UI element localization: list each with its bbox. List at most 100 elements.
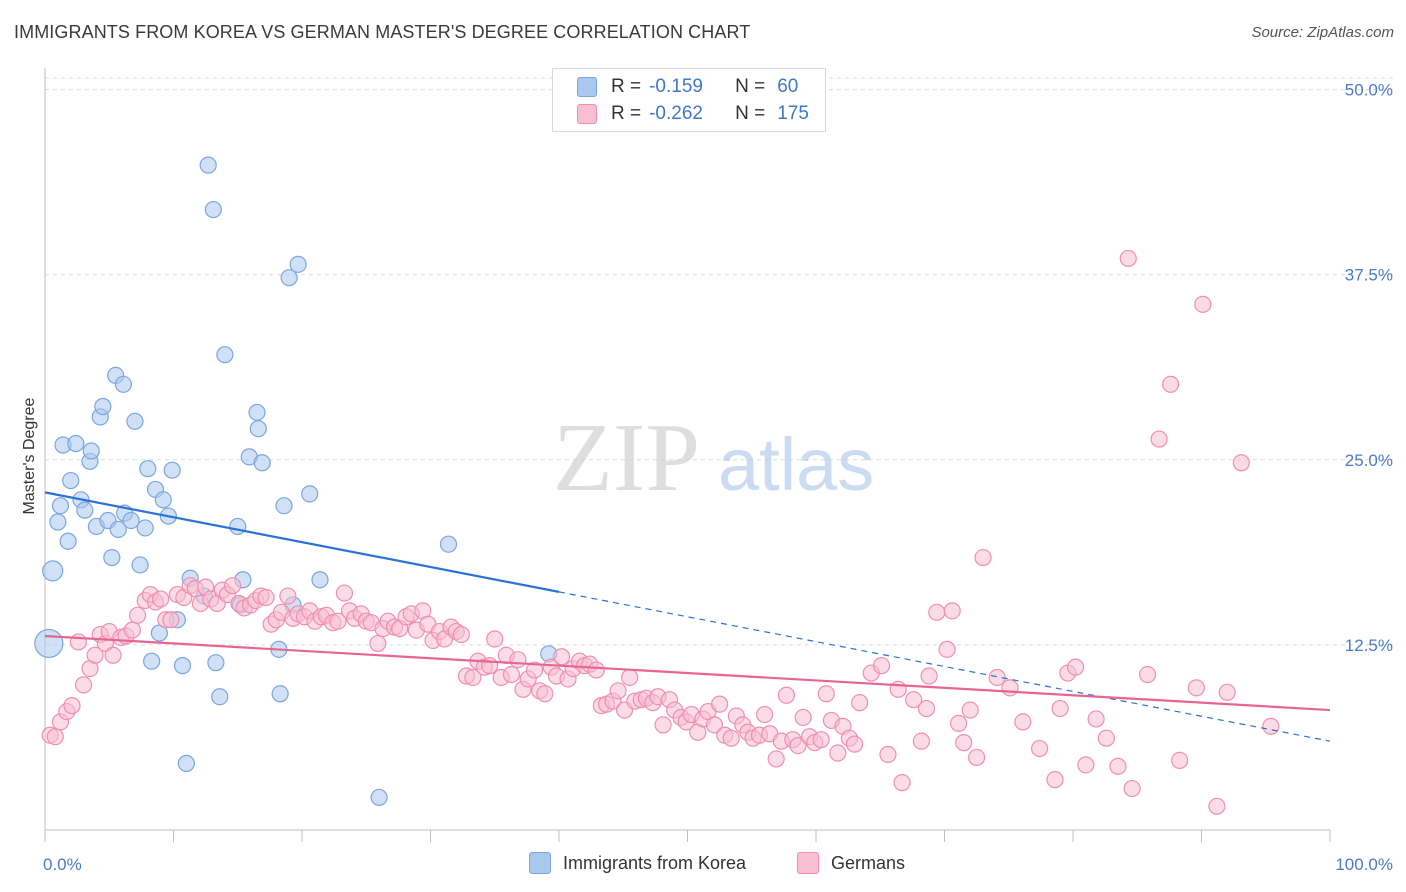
data-point: [59, 532, 77, 550]
data-point: [370, 788, 388, 807]
data-point: [1066, 658, 1085, 676]
korea-legend-swatch: [529, 852, 551, 874]
data-point: [974, 548, 992, 567]
data-point: [1119, 249, 1137, 268]
data-point: [789, 736, 807, 755]
data-point: [301, 485, 319, 503]
data-point: [177, 754, 195, 772]
correlation-legend: R = -0.159 N = 60 R = -0.262 N = 175: [552, 68, 826, 132]
data-point: [335, 584, 354, 602]
data-point: [943, 602, 961, 620]
data-point: [211, 688, 229, 706]
data-point: [812, 731, 830, 749]
data-point: [271, 685, 289, 703]
data-point: [1014, 713, 1032, 731]
data-point: [136, 519, 154, 537]
axes: [44, 68, 1331, 842]
korea-trend-line: [44, 491, 560, 593]
data-point: [955, 734, 973, 752]
data-point: [486, 630, 504, 648]
data-point: [154, 491, 172, 509]
german-legend-label: Germans: [831, 852, 906, 873]
korea-r-value: -0.159: [649, 76, 703, 97]
korea-n-value: 60: [777, 76, 799, 97]
y-axis-label: Master's Degree: [21, 397, 38, 514]
legend-row-german: R = -0.262 N = 175: [553, 101, 809, 127]
x-tick-label-min: 0.0%: [43, 855, 82, 874]
data-point: [69, 633, 88, 651]
data-point: [767, 750, 785, 768]
data-point: [889, 680, 907, 698]
source-label: Source: ZipAtlas.com: [1251, 24, 1394, 41]
data-point: [139, 460, 157, 478]
data-point: [51, 497, 70, 515]
data-point: [1262, 717, 1280, 735]
series-korea-points: [34, 156, 558, 807]
data-point: [67, 434, 85, 453]
data-point: [587, 661, 605, 679]
german-trend-line: [44, 634, 1331, 712]
data-point: [722, 729, 740, 747]
data-point: [199, 156, 217, 174]
series-german-points: [41, 249, 1280, 815]
grid-lines: [45, 77, 1393, 646]
data-point: [329, 612, 347, 630]
data-point: [76, 501, 94, 519]
data-point: [49, 513, 67, 531]
data-point: [829, 744, 847, 762]
data-point: [162, 611, 180, 629]
data-point: [109, 520, 127, 539]
data-point: [1150, 430, 1168, 448]
data-point: [794, 708, 812, 727]
data-point: [711, 695, 729, 713]
data-point: [216, 346, 234, 364]
korea-n-label: N =: [735, 76, 766, 97]
data-point: [279, 587, 297, 605]
data-point: [1001, 679, 1019, 697]
data-point: [912, 732, 930, 750]
korea-r-label: R =: [611, 76, 642, 97]
data-point: [654, 716, 672, 734]
data-point: [275, 497, 293, 515]
korea-trend-extension: [558, 591, 1331, 742]
watermark-atlas: atlas: [718, 423, 874, 506]
data-point: [1123, 779, 1141, 798]
data-point: [1194, 295, 1212, 313]
x-tick-label-max: 100.0%: [1335, 855, 1393, 874]
data-point: [163, 461, 181, 479]
german-r-label: R =: [611, 103, 642, 124]
data-point: [82, 442, 100, 460]
data-point: [988, 668, 1006, 687]
german-n-value: 175: [777, 103, 809, 124]
korea-legend-label: Immigrants from Korea: [563, 852, 747, 873]
chart-title: IMMIGRANTS FROM KOREA VS GERMAN MASTER'S…: [14, 22, 751, 42]
data-point: [249, 420, 267, 438]
data-point: [509, 651, 527, 669]
german-legend-swatch: [797, 852, 819, 874]
data-point: [755, 705, 774, 724]
data-point: [552, 648, 571, 666]
data-point: [851, 694, 869, 712]
data-point: [917, 699, 936, 718]
data-point: [289, 255, 307, 273]
data-point: [439, 535, 458, 553]
data-point: [248, 403, 266, 422]
data-point: [817, 685, 835, 703]
data-point: [621, 668, 639, 687]
data-point: [481, 657, 499, 675]
data-point: [62, 471, 80, 490]
data-point: [131, 556, 149, 574]
data-point: [114, 375, 132, 393]
data-point: [253, 454, 271, 472]
data-point: [123, 621, 141, 639]
data-point: [42, 560, 64, 582]
german-swatch: [577, 104, 597, 124]
german-r-value: -0.262: [649, 103, 703, 124]
legend-item-korea[interactable]: Immigrants from Korea: [529, 852, 746, 874]
data-point: [280, 269, 298, 287]
data-point: [452, 625, 470, 644]
data-point: [961, 701, 979, 719]
legend-item-germans[interactable]: Germans: [797, 852, 905, 874]
german-n-label: N =: [735, 103, 766, 124]
